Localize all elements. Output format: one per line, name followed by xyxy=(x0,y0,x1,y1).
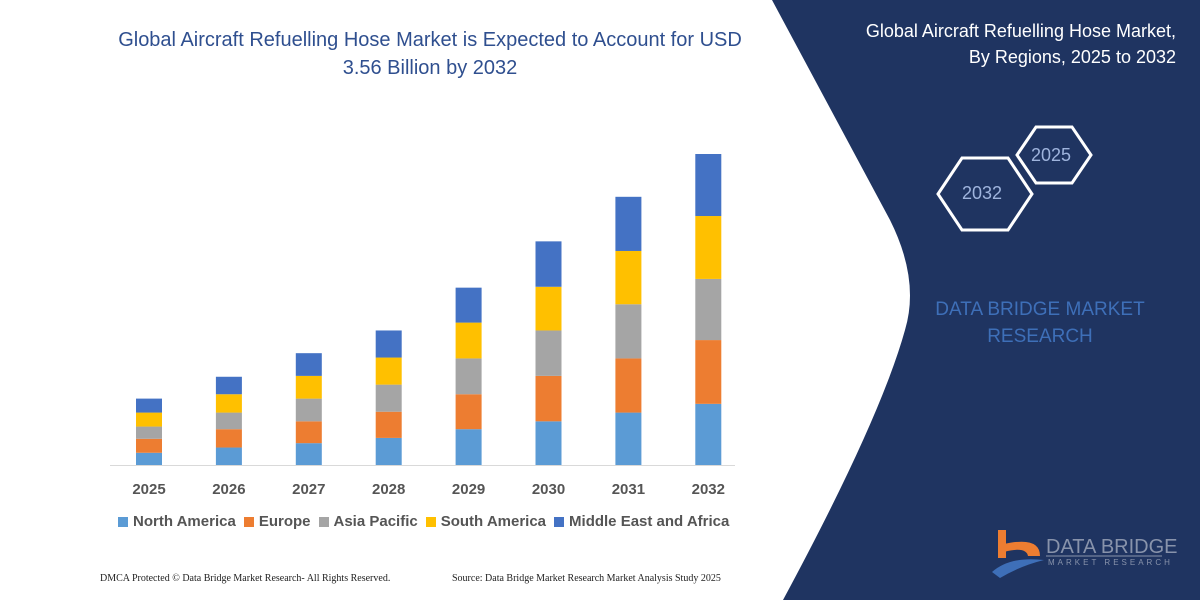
bar-segment xyxy=(535,421,562,465)
hexagon-2025 xyxy=(1015,125,1093,185)
stacked-bar-chart: 2025 2026 2027 2028 2029 2030 2031 2032 xyxy=(110,154,735,498)
bar-segment xyxy=(136,398,162,413)
legend-swatch xyxy=(243,516,254,527)
bar-segment xyxy=(295,375,322,399)
legend: North America Europe Asia Pacific South … xyxy=(118,513,729,530)
legend-item: South America xyxy=(425,513,547,530)
x-tick-label: 2028 xyxy=(372,481,405,498)
bar-segment xyxy=(215,447,242,465)
x-tick-label: 2032 xyxy=(692,481,725,498)
x-tick-label: 2025 xyxy=(132,481,165,498)
legend-label: North America xyxy=(133,513,236,530)
bar-segment xyxy=(136,438,162,453)
bar-segment xyxy=(136,426,162,439)
bar-segment xyxy=(455,287,482,323)
bar-segment xyxy=(215,429,242,448)
bar-segment xyxy=(455,394,482,430)
bar-segment xyxy=(535,375,562,422)
bar-segment xyxy=(375,384,402,412)
x-tick-label: 2026 xyxy=(212,481,245,498)
chart-title: Global Aircraft Refuelling Hose Market i… xyxy=(118,29,742,79)
legend-swatch xyxy=(425,516,436,527)
legend-label: Europe xyxy=(258,513,311,530)
bar-segment xyxy=(615,250,642,305)
bar-segment xyxy=(375,330,402,358)
bar-segment xyxy=(615,304,642,359)
hexagon-2032 xyxy=(936,156,1034,232)
bar-segment xyxy=(215,412,242,430)
legend-item: Asia Pacific xyxy=(318,513,418,530)
footer-source: Source: Data Bridge Market Research Mark… xyxy=(452,573,721,584)
logo-subtitle: MARKET RESEARCH xyxy=(1048,558,1173,567)
bar-segment xyxy=(295,398,322,422)
bar-segment xyxy=(695,403,722,465)
legend-label: Asia Pacific xyxy=(333,513,418,530)
bar-segment xyxy=(455,322,482,359)
bar-segment xyxy=(295,443,322,465)
legend-item: Middle East and Africa xyxy=(554,513,729,530)
side-panel xyxy=(772,0,1200,600)
bar-segment xyxy=(455,358,482,395)
bar-segment xyxy=(695,340,722,404)
bar-segment xyxy=(615,358,642,413)
legend-swatch xyxy=(118,516,128,527)
x-tick-label: 2029 xyxy=(452,481,485,498)
bar-segment xyxy=(455,429,482,465)
bar-segment xyxy=(615,412,642,465)
logo-name: DATA BRIDGE xyxy=(1046,536,1178,558)
bar-segment xyxy=(215,394,242,413)
legend-label: South America xyxy=(440,513,547,530)
bar-segment xyxy=(375,411,402,438)
bar-segment xyxy=(695,278,722,341)
bar-segment xyxy=(215,376,242,395)
bar-segment xyxy=(615,196,642,251)
legend-label: Middle East and Africa xyxy=(569,513,730,530)
bar-segment xyxy=(136,452,162,465)
bar-segment xyxy=(375,437,402,465)
bar-segment xyxy=(535,286,562,331)
bar-segment xyxy=(535,330,562,376)
bar-segment xyxy=(695,216,722,279)
footer-copyright: DMCA Protected © Data Bridge Market Rese… xyxy=(100,573,391,584)
bar-segment xyxy=(136,412,162,427)
legend-item: North America xyxy=(118,513,236,530)
hex-label-2032: 2032 xyxy=(962,183,1003,203)
x-tick-label: 2027 xyxy=(292,481,325,498)
logo-icon xyxy=(992,530,1044,578)
bar-segment xyxy=(535,241,562,287)
legend-swatch xyxy=(318,516,329,527)
hex-label-2025: 2025 xyxy=(1031,145,1072,165)
bar-segment xyxy=(375,357,402,385)
legend-item: Europe xyxy=(243,513,311,530)
bar-segment xyxy=(295,421,322,444)
bar-segment xyxy=(695,154,722,217)
legend-swatch xyxy=(554,516,565,527)
x-tick-label: 2031 xyxy=(612,481,645,498)
bar-segment xyxy=(295,353,322,376)
x-tick-label: 2030 xyxy=(532,481,565,498)
brand-text: DATA BRIDGE MARKET RESEARCH xyxy=(935,299,1145,347)
side-title: Global Aircraft Refuelling Hose Market, … xyxy=(865,21,1176,67)
